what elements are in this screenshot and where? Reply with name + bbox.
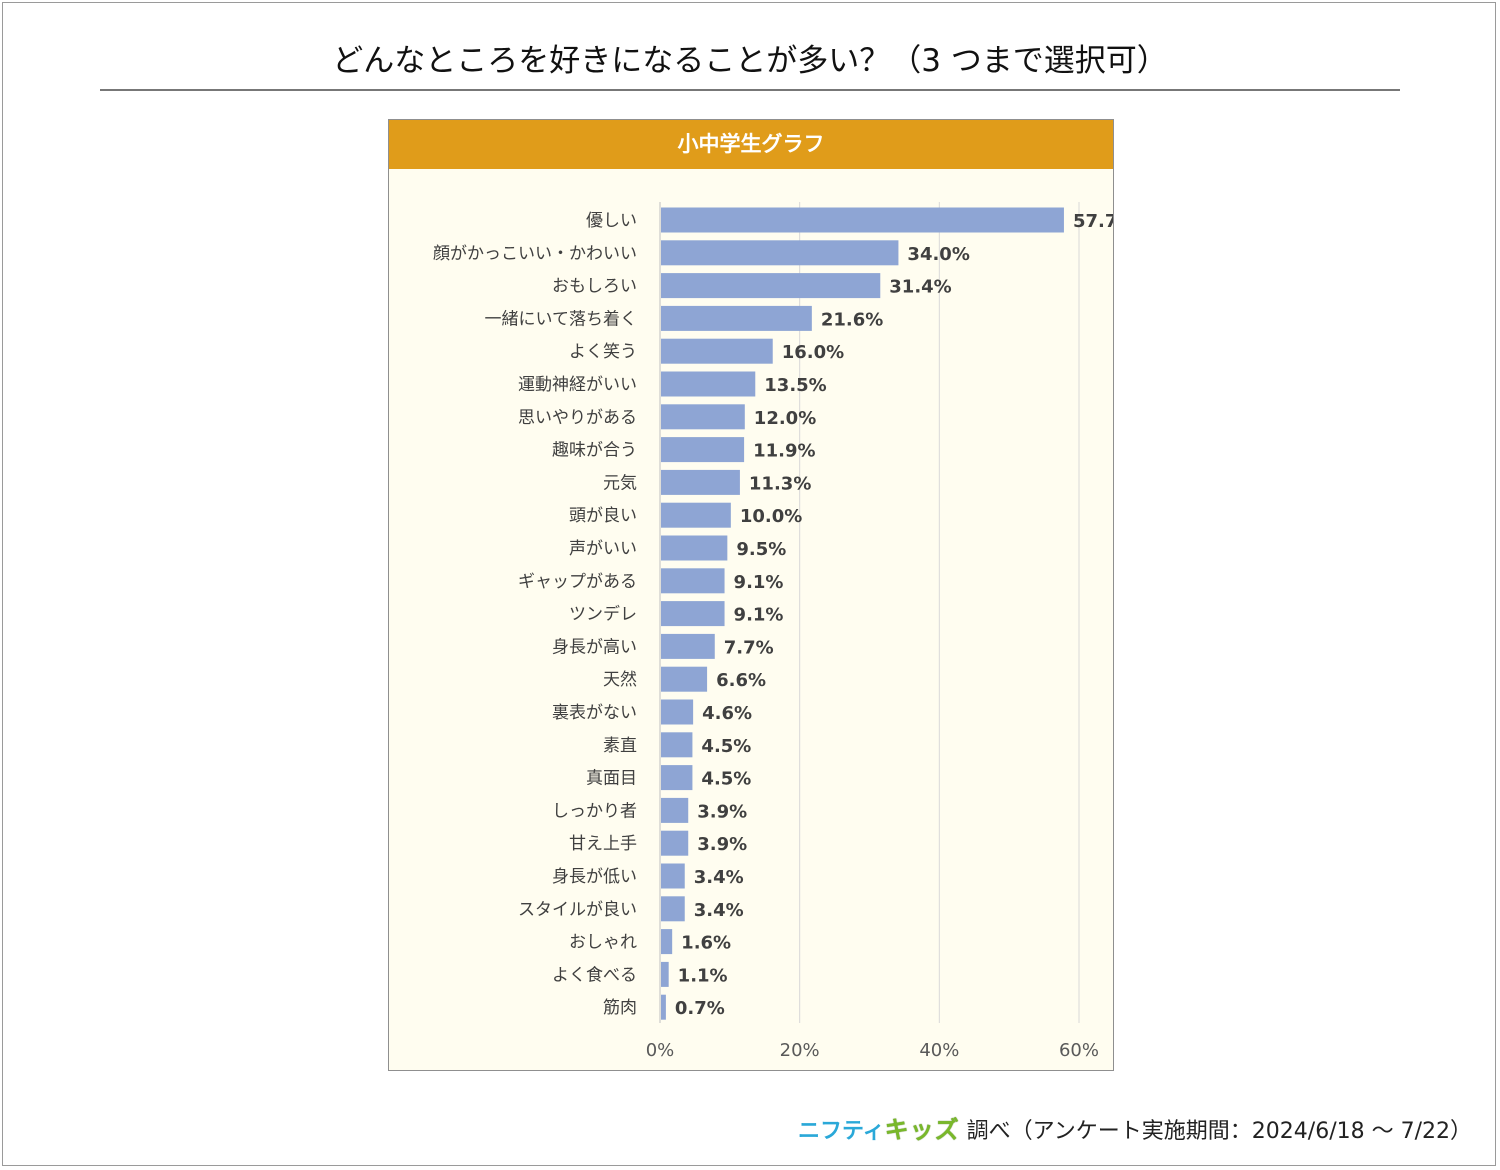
chart-panel: 小中学生グラフ 0% 20% 40% 60% 優しい 57.7% 顔がかっこいい・かわいい 3… [388,119,1114,1071]
data-label: 31.4% [889,277,951,298]
data-label: 3.4% [694,867,744,888]
data-label: 4.6% [702,703,752,724]
bar [661,568,725,594]
footer-credit: ニフティキッズ 調べ（アンケート実施期間：2024/6/18 ～ 7/22） [798,1114,1472,1146]
bar [661,437,745,463]
bar [661,240,899,266]
data-label: 16.0% [782,342,844,363]
data-label: 0.7% [675,998,725,1019]
data-label: 3.9% [697,801,747,822]
bar [661,273,881,299]
data-label: 7.7% [724,637,774,658]
category-label: よく笑う [569,342,637,362]
bar-chart: 0% 20% 40% 60% 優しい 57.7% 顔がかっこいい・かわいい 34.0% おもしろ… [433,202,1113,1061]
category-label: 優しい [586,211,637,231]
category-label: 甘え上手 [569,834,637,854]
category-label: 頭が良い [569,506,637,526]
brand-name-part1: ニフティ [797,1119,885,1144]
category-label: スタイルが良い [518,900,637,920]
data-label: 3.9% [697,834,747,855]
data-label: 10.0% [740,506,802,527]
survey-period-text: 調べ（アンケート実施期間：2024/6/18 ～ 7/22） [966,1119,1472,1144]
bar [661,404,745,430]
bar [661,502,731,528]
category-label: しっかり者 [552,801,637,821]
bar [661,863,685,889]
category-label: ツンデレ [569,604,637,625]
bar [661,994,666,1020]
x-tick-label: 60% [1059,1040,1099,1061]
data-label: 3.4% [694,900,744,921]
bar [661,797,689,823]
category-label: 身長が高い [552,637,637,657]
category-label: おもしろい [552,277,637,297]
category-label: 思いやりがある [518,408,637,428]
data-label: 11.9% [753,441,815,462]
data-label: 21.6% [821,309,883,330]
title-divider [100,89,1400,91]
category-label: 身長が低い [552,867,637,887]
bar [661,535,728,561]
category-label: 声がいい [569,539,637,559]
bar [661,929,673,955]
category-label: 趣味が合う [552,441,637,461]
category-label: 天然 [603,670,637,690]
bar [661,896,685,922]
data-label: 13.5% [764,375,826,396]
bar [661,633,715,659]
data-label: 1.1% [678,965,728,986]
bar [661,601,725,627]
bar [661,666,708,692]
category-label: 筋肉 [603,998,637,1018]
category-label: 運動神経がいい [518,375,637,395]
data-label: 9.1% [734,572,784,593]
chart-title: 小中学生グラフ [389,120,1113,169]
data-label: 1.6% [681,933,731,954]
data-label: 4.5% [701,769,751,790]
category-label: 素直 [603,736,637,756]
category-label: よく食べる [552,965,637,985]
data-label: 9.5% [736,539,786,560]
data-label: 57.7% [1073,211,1113,232]
data-label: 6.6% [716,670,766,691]
x-tick-label: 20% [780,1040,820,1061]
bar [661,830,689,856]
x-tick-label: 40% [919,1040,959,1061]
bar [661,732,693,758]
data-label: 4.5% [701,736,751,757]
category-label: 裏表がない [552,702,637,723]
bar [661,207,1064,233]
category-label: 顔がかっこいい・かわいい [433,244,637,264]
bar [661,469,740,495]
data-label: 34.0% [907,244,969,265]
bar [661,961,669,987]
category-label: 真面目 [586,769,637,789]
bar [661,699,694,725]
category-label: ギャップがある [518,572,637,592]
category-label: おしゃれ [569,933,637,953]
x-tick-label: 0% [646,1040,675,1061]
brand-name-part2: キッズ [884,1116,960,1144]
bar [661,305,812,331]
bar [661,338,773,364]
data-label: 11.3% [749,473,811,494]
bar [661,765,693,791]
page-title: どんなところを好きになることが多い？（3 つまで選択可） [332,43,1168,79]
category-label: 元気 [603,473,637,493]
bar [661,371,756,397]
category-label: 一緒にいて落ち着く [485,309,638,329]
data-label: 9.1% [734,605,784,626]
data-label: 12.0% [754,408,816,429]
